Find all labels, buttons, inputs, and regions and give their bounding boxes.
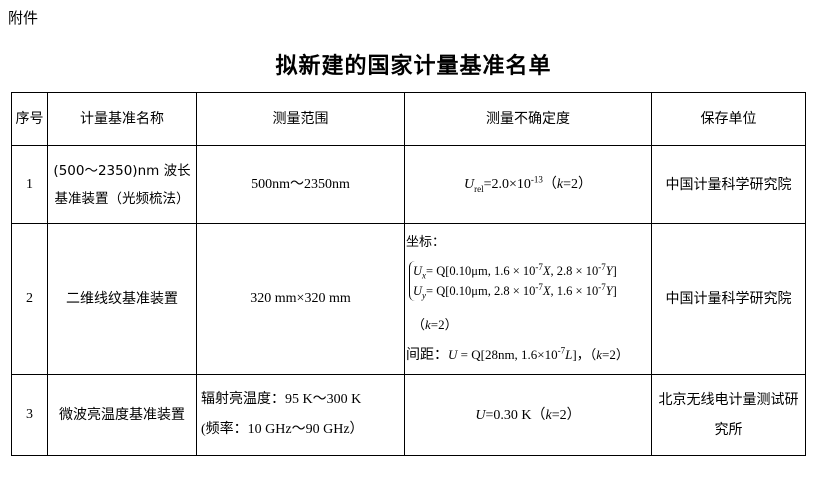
ux-formula: Ux= Q[0.10μm, 1.6 × 10-7X, 2.8 × 10-7Y] xyxy=(413,261,617,281)
measurement-range: 辐射亮温度：95 K～300 K (频率：10 GHz～90 GHz） xyxy=(196,374,405,456)
table-header-row: 序号 计量基准名称 测量范围 测量不确定度 保存单位 xyxy=(11,92,806,146)
standard-name: (500～2350)nm 波长基准装置（光频梳法） xyxy=(47,145,197,224)
header-cell: 保存单位 xyxy=(651,92,806,146)
range-line: (频率：10 GHz～90 GHz） xyxy=(201,422,364,437)
row-number: 1 xyxy=(11,145,48,224)
table-row: 2 二维线纹基准装置 320 mm×320 mm 坐标： Ux= Q[0.10μ… xyxy=(11,223,806,375)
custodian: 中国计量科学研究院 xyxy=(651,145,806,224)
standard-name: 微波亮温度基准装置 xyxy=(47,374,197,456)
page-title: 拟新建的国家计量基准名单 xyxy=(275,53,552,79)
measurement-range: 320 mm×320 mm xyxy=(196,223,405,375)
header-cell: 计量基准名称 xyxy=(47,92,197,146)
header-cell: 测量范围 xyxy=(196,92,405,146)
coverage-factor: （k=2） xyxy=(412,317,458,332)
row-number: 2 xyxy=(11,223,48,375)
custodian: 北京无线电计量测试研究所 xyxy=(651,374,806,456)
measurement-range: 500nm～2350nm xyxy=(196,145,405,224)
coordinate-label: 坐标： xyxy=(406,235,446,250)
table-row: 3 微波亮温度基准装置 辐射亮温度：95 K～300 K (频率：10 GHz～… xyxy=(11,374,806,456)
header-cell: 测量不确定度 xyxy=(404,92,652,146)
custodian: 中国计量科学研究院 xyxy=(651,223,806,375)
uy-formula: Uy= Q[0.10μm, 2.8 × 10-7X, 1.6 × 10-7Y] xyxy=(413,281,617,301)
attachment-label: 附件 xyxy=(8,9,39,27)
uncertainty: Urel=2.0×10-13（k=2） xyxy=(404,145,652,224)
range-line: 辐射亮温度：95 K～300 K xyxy=(201,392,362,407)
uncertainty: 坐标： Ux= Q[0.10μm, 1.6 × 10-7X, 2.8 × 10-… xyxy=(404,223,652,375)
standard-name: 二维线纹基准装置 xyxy=(47,223,197,375)
uncertainty: U=0.30 K（k=2） xyxy=(404,374,652,456)
row-number: 3 xyxy=(11,374,48,456)
standards-table: 序号 计量基准名称 测量范围 测量不确定度 保存单位 1 (500～2350)n… xyxy=(11,92,806,456)
table-row: 1 (500～2350)nm 波长基准装置（光频梳法） 500nm～2350nm… xyxy=(11,145,806,224)
spacing-formula: 间距：U = Q[28nm, 1.6×10-7L]，（k=2） xyxy=(406,345,629,363)
coordinate-formulas: Ux= Q[0.10μm, 1.6 × 10-7X, 2.8 × 10-7Y] … xyxy=(409,261,650,301)
header-cell: 序号 xyxy=(11,92,48,146)
